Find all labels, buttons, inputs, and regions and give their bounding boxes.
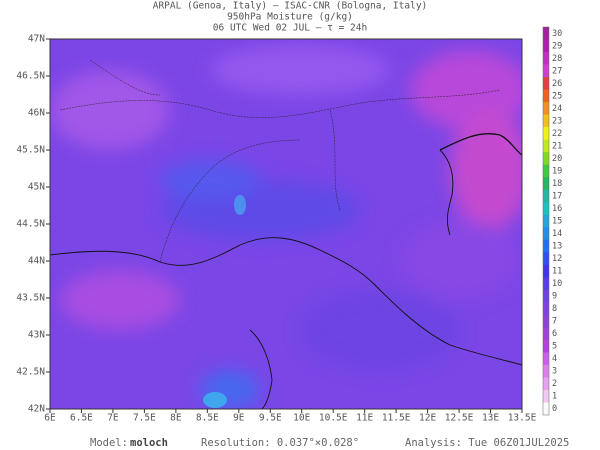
colorbar-label: 18 (552, 179, 562, 189)
lon-label: 9E (233, 413, 245, 424)
colorbar-swatch (543, 164, 549, 178)
colorbar-label: 20 (552, 154, 562, 164)
lat-label: 44.5N (16, 219, 45, 230)
colorbar-label: 14 (552, 229, 562, 239)
colorbar-swatch (543, 239, 549, 253)
colorbar-label: 17 (552, 191, 562, 201)
colorbar-label: 12 (552, 254, 562, 264)
colorbar-swatch (543, 39, 549, 53)
colorbar-swatch (543, 77, 549, 90)
footer-model: moloch (130, 437, 168, 449)
colorbar-swatch (543, 152, 549, 165)
lon-label: 11E (356, 413, 373, 424)
colorbar-swatch (543, 139, 549, 153)
colorbar-label: 3 (552, 367, 557, 377)
colorbar-swatch (543, 127, 549, 140)
lon-label: 9.5E (259, 413, 282, 424)
colorbar-swatch (543, 27, 549, 40)
colorbar-swatch (543, 214, 549, 228)
colorbar-label: 10 (552, 279, 562, 289)
lat-label: 43N (28, 330, 45, 341)
colorbar-label: 27 (552, 66, 562, 76)
colorbar-label: 25 (552, 91, 562, 101)
lon-label: 8.5E (196, 413, 219, 424)
colorbar-label: 7 (552, 317, 557, 327)
colorbar-swatch (543, 227, 549, 241)
lat-label: 46.5N (16, 71, 45, 82)
header-line: 06 UTC Wed 02 JUL — τ = 24h (213, 23, 367, 34)
colorbar-swatch (543, 364, 549, 378)
colorbar-label: 13 (552, 242, 562, 252)
colorbar-label: 9 (552, 292, 557, 302)
colorbar-frame (542, 26, 550, 416)
lon-label: 10E (293, 413, 310, 424)
colorbar-swatch (543, 339, 549, 353)
footer-resolution: Resolution: 0.037°×0.028° (201, 437, 359, 449)
colorbar-swatch (543, 327, 549, 341)
colorbar-swatch (543, 202, 549, 216)
colorbar-swatch (543, 252, 549, 266)
colorbar-label: 26 (552, 79, 562, 89)
lon-label: 13.5E (508, 413, 537, 424)
colorbar-label: 22 (552, 129, 562, 139)
lon-label: 7E (107, 413, 119, 424)
colorbar-swatch (543, 352, 549, 366)
colorbar-label: 24 (552, 104, 562, 114)
header-line: ARPAL (Genoa, Italy) — ISAC-CNR (Bologna… (153, 1, 428, 12)
lon-label: 8E (170, 413, 182, 424)
colorbar-swatch (543, 177, 549, 191)
footer-analysis: Analysis: Tue 06Z01JUL2025 (405, 437, 569, 449)
colorbar-label: 16 (552, 204, 562, 214)
lat-label: 45.5N (16, 145, 45, 156)
lon-label: 6.5E (70, 413, 93, 424)
colorbar-label: 5 (552, 342, 557, 352)
colorbar-swatch (543, 189, 549, 203)
colorbar-label: 23 (552, 116, 562, 126)
colorbar-swatch (543, 52, 549, 65)
colorbar-label: 29 (552, 41, 562, 51)
colorbar-label: 30 (552, 29, 562, 39)
lon-label: 12E (419, 413, 436, 424)
colorbar-swatch (543, 89, 549, 103)
colorbar-swatch (543, 314, 549, 328)
colorbar-label: 1 (552, 392, 557, 402)
colorbar-label: 19 (552, 166, 562, 176)
colorbar-swatch (543, 402, 549, 416)
lon-label: 11.5E (382, 413, 411, 424)
map-field (50, 39, 522, 409)
colorbar-label: 0 (552, 404, 557, 414)
colorbar-swatch (543, 289, 549, 303)
lat-label: 47N (28, 34, 45, 45)
colorbar-swatch (543, 64, 549, 78)
footer-label: Model: (90, 437, 128, 449)
colorbar-swatch (543, 264, 549, 278)
colorbar-swatch (543, 302, 549, 316)
colorbar-label: 2 (552, 379, 557, 389)
colorbar-label: 6 (552, 329, 557, 339)
colorbar-swatch (543, 102, 549, 115)
colorbar-swatch (543, 377, 549, 391)
colorbar-swatch (543, 114, 549, 128)
colorbar-swatch (543, 277, 549, 291)
colorbar-label: 28 (552, 54, 562, 64)
header-line: 950hPa Moisture (g/kg) (227, 12, 353, 23)
colorbar-label: 21 (552, 141, 562, 151)
lon-label: 13E (482, 413, 499, 424)
lat-label: 44N (28, 256, 45, 267)
lon-label: 12.5E (445, 413, 474, 424)
lat-label: 43.5N (16, 293, 45, 304)
lat-label: 46N (28, 108, 45, 119)
lon-label: 6E (44, 413, 56, 424)
lat-label: 42N (28, 404, 45, 415)
colorbar-label: 8 (552, 304, 557, 314)
colorbar-label: 4 (552, 354, 557, 364)
lat-label: 42.5N (16, 367, 45, 378)
lat-label: 45N (28, 182, 45, 193)
lon-label: 7.5E (133, 413, 156, 424)
lon-label: 10.5E (319, 413, 348, 424)
colorbar-label: 11 (552, 267, 562, 277)
colorbar-label: 15 (552, 217, 562, 227)
colorbar-swatch (543, 389, 549, 403)
